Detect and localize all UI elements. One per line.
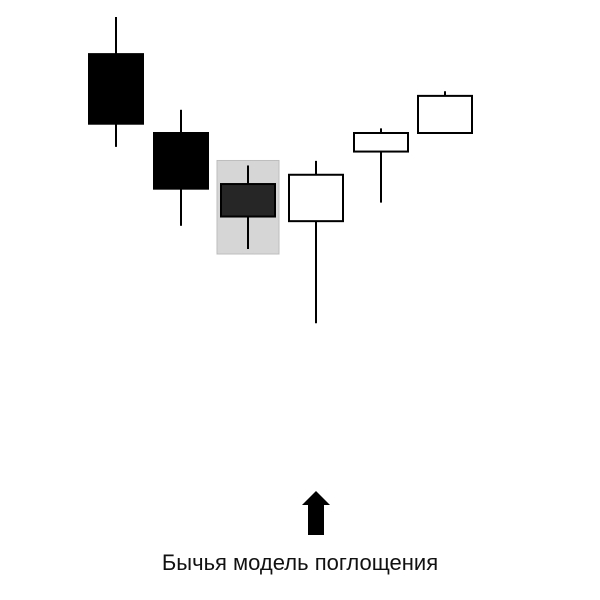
bearish-candle-body [153,132,209,190]
up-arrow-icon [302,491,330,535]
bearish-candle-body [88,53,144,125]
bullish-candle-body [417,94,473,134]
bullish-candle-body [353,132,409,153]
bearish-candle-body [220,183,276,218]
chart-caption: Бычья модель поглощения [161,550,439,575]
bullish-candle-body [288,173,344,223]
